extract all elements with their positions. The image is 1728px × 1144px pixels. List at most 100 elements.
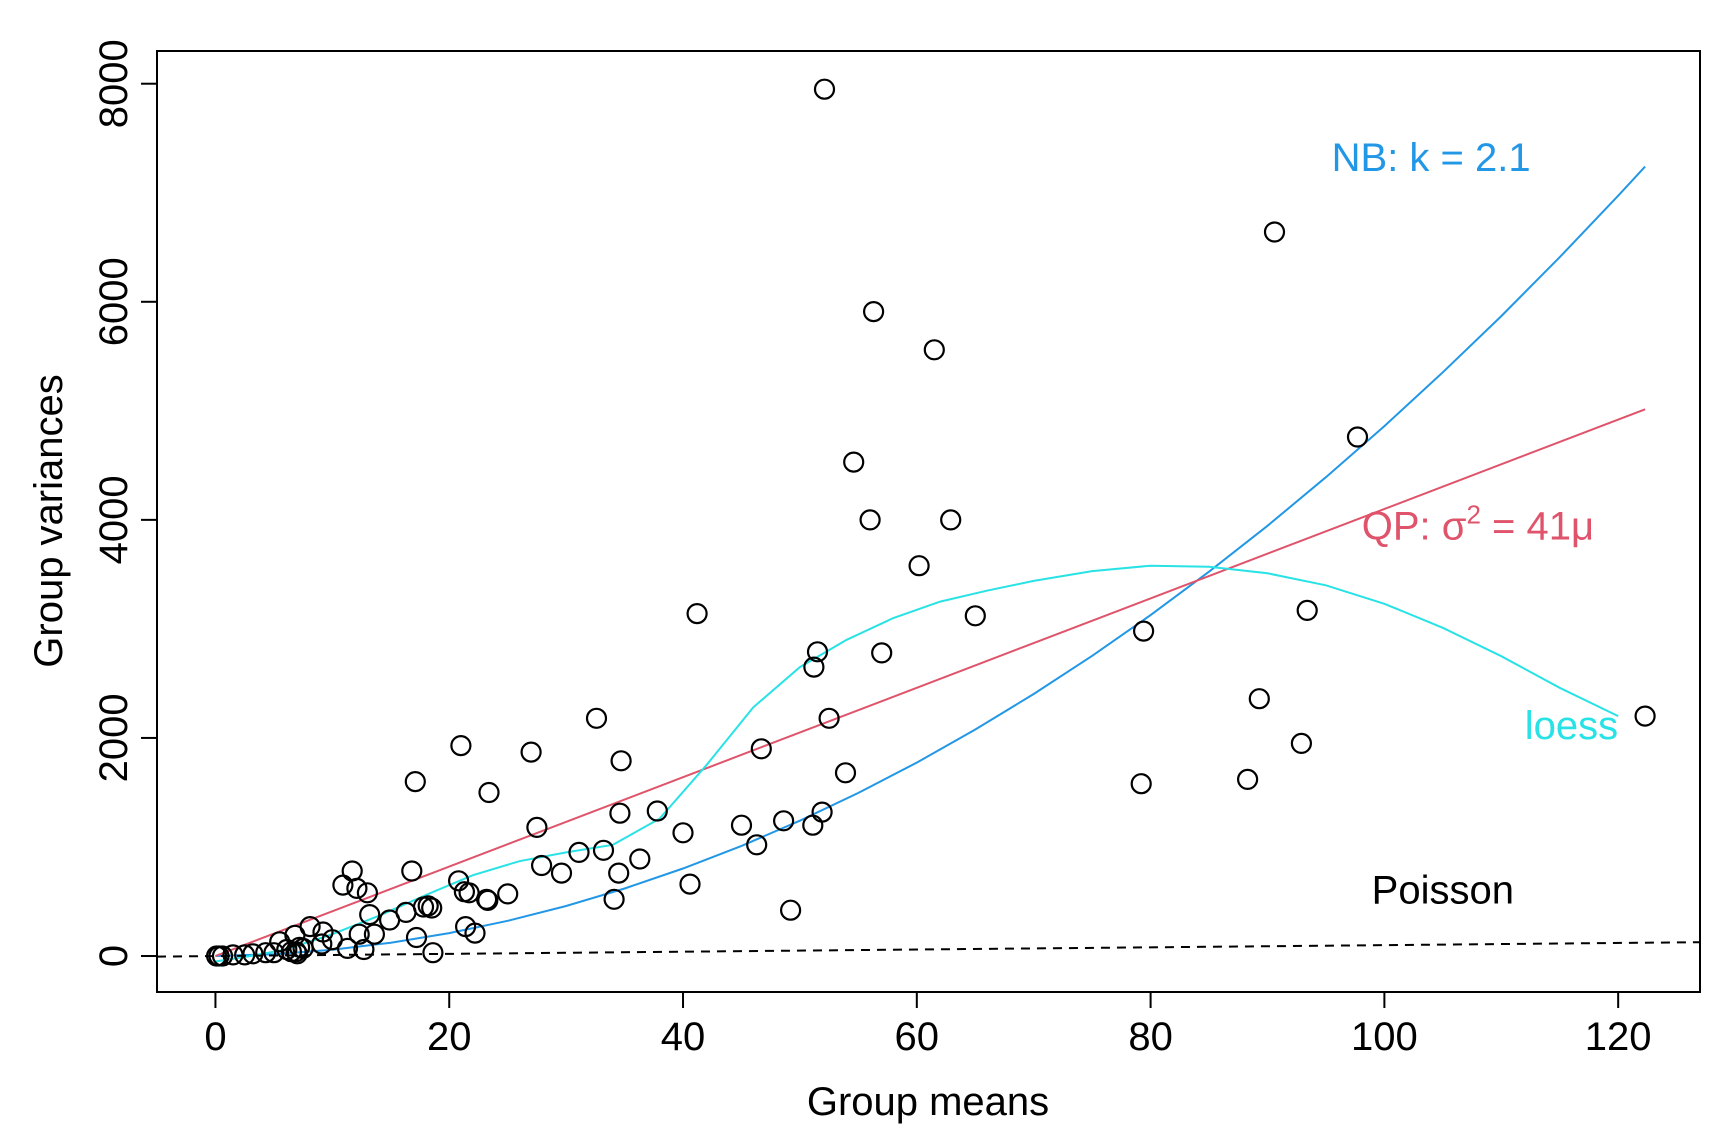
data-point — [940, 509, 962, 531]
data-point — [450, 734, 472, 757]
data-point — [806, 641, 829, 663]
data-point — [772, 810, 795, 832]
data-point — [811, 801, 833, 823]
data-point — [686, 602, 708, 625]
data-point — [1634, 705, 1656, 727]
data-point — [242, 943, 264, 965]
data-point — [1248, 688, 1270, 710]
fitted-curves — [156, 165, 1701, 963]
curve-label: loess — [1525, 704, 1618, 748]
data-point — [299, 915, 321, 938]
data-point — [818, 707, 840, 729]
data-points — [206, 78, 1656, 967]
data-point — [401, 860, 423, 882]
data-point — [803, 656, 825, 678]
data-point — [672, 822, 694, 844]
y-axis-title: Group variances — [27, 374, 71, 667]
data-point — [730, 814, 753, 836]
data-point — [477, 889, 499, 912]
x-tick-label: 80 — [1128, 1015, 1173, 1059]
data-point — [629, 848, 651, 870]
data-point — [964, 605, 986, 627]
data-point — [1290, 732, 1313, 755]
data-point — [464, 922, 486, 944]
data-point — [608, 862, 630, 884]
data-point — [348, 923, 370, 945]
data-point — [520, 741, 542, 763]
data-point — [1346, 426, 1369, 448]
x-tick-label: 100 — [1351, 1015, 1418, 1059]
data-point — [746, 834, 768, 856]
data-point — [1236, 768, 1259, 791]
x-tick-label: 120 — [1585, 1015, 1652, 1059]
x-axis: 0 20 40 60 80 100 120 — [204, 991, 1652, 1059]
y-tick-label: 4000 — [92, 475, 136, 564]
data-point — [802, 814, 824, 836]
data-point — [530, 854, 553, 877]
curve-label: Poisson — [1372, 869, 1514, 913]
series-line-nb-k-2-1 — [215, 165, 1646, 957]
data-point — [395, 901, 417, 924]
data-point — [1130, 773, 1152, 795]
data-point — [311, 933, 333, 955]
data-point — [255, 942, 277, 964]
data-point — [353, 938, 375, 961]
data-point — [341, 860, 363, 882]
data-point — [234, 944, 256, 966]
data-point — [478, 781, 500, 804]
curve-label: NB: k = 2.1 — [1332, 136, 1531, 180]
data-point — [1263, 221, 1286, 243]
data-point — [908, 555, 930, 577]
series-line-qp-41 — [215, 408, 1646, 957]
data-point — [332, 874, 354, 896]
data-point — [497, 883, 519, 905]
data-point — [1296, 599, 1318, 622]
data-point — [359, 903, 381, 926]
series-line-loess — [215, 564, 1619, 963]
data-point — [610, 750, 632, 772]
data-point — [363, 923, 385, 945]
data-point — [422, 942, 444, 964]
y-tick-label: 8000 — [92, 39, 136, 128]
data-point — [585, 707, 608, 729]
y-axis: 0 2000 4000 6000 8000 — [92, 39, 158, 967]
data-point — [843, 451, 865, 473]
data-point — [421, 897, 443, 919]
data-point — [211, 945, 234, 967]
data-point — [779, 899, 802, 921]
curve-labels: NB: k = 2.1 QP: σ2 = 41μ loess Poisson — [1332, 136, 1618, 913]
data-point — [923, 339, 945, 361]
data-point — [679, 873, 701, 895]
curve-label: QP: σ2 = 41μ — [1362, 499, 1594, 548]
data-point — [346, 877, 368, 900]
y-tick-label: 0 — [92, 945, 136, 967]
data-point — [646, 800, 668, 822]
data-point — [448, 870, 470, 892]
data-point — [609, 802, 631, 824]
data-point — [859, 509, 881, 531]
data-point — [871, 642, 893, 664]
x-tick-label: 60 — [895, 1015, 940, 1059]
data-point — [405, 926, 428, 949]
data-point — [550, 862, 573, 884]
data-point — [813, 78, 836, 100]
data-point — [568, 841, 590, 864]
data-point — [404, 770, 426, 793]
data-point — [336, 937, 359, 960]
x-tick-label: 0 — [204, 1015, 226, 1059]
data-point — [417, 895, 439, 917]
data-point — [750, 738, 772, 760]
data-point — [834, 762, 857, 784]
data-point — [526, 816, 548, 839]
series-line-poisson — [156, 941, 1701, 958]
data-point — [1132, 620, 1155, 642]
x-tick-label: 40 — [661, 1015, 706, 1059]
x-tick-label: 20 — [427, 1015, 472, 1059]
data-point — [356, 882, 378, 904]
data-point — [263, 942, 285, 964]
y-tick-label: 6000 — [92, 257, 136, 346]
y-tick-label: 2000 — [92, 693, 136, 782]
data-point — [603, 888, 625, 910]
x-axis-title: Group means — [807, 1080, 1049, 1124]
